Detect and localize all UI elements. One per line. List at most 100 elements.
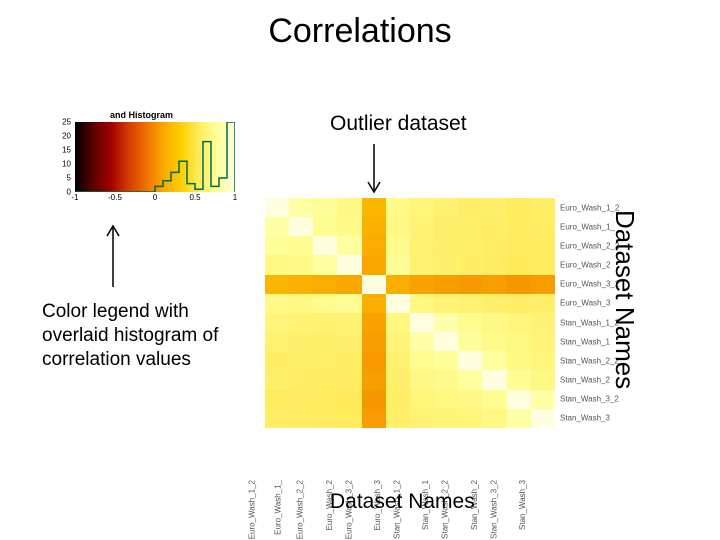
- heatmap-cell: [482, 351, 506, 370]
- legend-x-axis: -1-0.500.51: [75, 193, 235, 207]
- heatmap-cell: [531, 332, 555, 351]
- heatmap-cell: [531, 390, 555, 409]
- legend-ytick: 10: [62, 160, 71, 169]
- heatmap-cell: [458, 351, 482, 370]
- heatmap-cell: [531, 217, 555, 236]
- outlier-arrow: [362, 140, 386, 198]
- legend-ytick: 0: [67, 188, 71, 197]
- heatmap-cell: [434, 294, 458, 313]
- heatmap-cell: [531, 294, 555, 313]
- heatmap-cell: [410, 390, 434, 409]
- heatmap-cell: [531, 198, 555, 217]
- dataset-name-y: Stan_Wash_1: [560, 337, 610, 346]
- heatmap-cell: [313, 351, 337, 370]
- heatmap-cell: [313, 332, 337, 351]
- heatmap-cell: [362, 409, 386, 428]
- heatmap-cell: [265, 370, 289, 389]
- legend-xtick: 0: [153, 193, 157, 202]
- heatmap-cell: [434, 198, 458, 217]
- legend-xtick: -1: [71, 193, 78, 202]
- heatmap-cell: [507, 332, 531, 351]
- heatmap-cell: [531, 370, 555, 389]
- legend-panel: and Histogram 0510152025 -1-0.500.51: [55, 110, 240, 215]
- heatmap-cell: [507, 198, 531, 217]
- heatmap-cell: [507, 236, 531, 255]
- heatmap-cell: [265, 351, 289, 370]
- heatmap-cell: [386, 217, 410, 236]
- dataset-name-y: Euro_Wash_3: [560, 299, 610, 308]
- heatmap-cell: [337, 294, 361, 313]
- legend-ytick: 15: [62, 146, 71, 155]
- heatmap-cell: [482, 198, 506, 217]
- heatmap-cell: [362, 236, 386, 255]
- heatmap-cell: [482, 217, 506, 236]
- heatmap-cell: [265, 275, 289, 294]
- heatmap-cell: [386, 294, 410, 313]
- heatmap-cell: [482, 370, 506, 389]
- dataset-name-x: Euro_Wash_2_2: [296, 480, 305, 539]
- heatmap-cell: [434, 236, 458, 255]
- heatmap-cell: [362, 217, 386, 236]
- heatmap-cell: [337, 217, 361, 236]
- heatmap-cell: [458, 390, 482, 409]
- heatmap-cell: [434, 409, 458, 428]
- heatmap-cell: [337, 351, 361, 370]
- heatmap-cell: [313, 313, 337, 332]
- dataset-name-x: Euro_Wash_1_2: [247, 480, 256, 539]
- heatmap-cell: [337, 198, 361, 217]
- heatmap-cell: [458, 217, 482, 236]
- heatmap-cell: [337, 236, 361, 255]
- heatmap-cell: [337, 370, 361, 389]
- heatmap-cell: [386, 275, 410, 294]
- heatmap-cell: [410, 255, 434, 274]
- heatmap-cell: [313, 198, 337, 217]
- heatmap-cell: [410, 294, 434, 313]
- heatmap-cell: [410, 332, 434, 351]
- heatmap-cell: [458, 198, 482, 217]
- heatmap-cell: [458, 332, 482, 351]
- heatmap-cell: [265, 255, 289, 274]
- heatmap-cell: [458, 255, 482, 274]
- heatmap-cell: [434, 351, 458, 370]
- heatmap-cell: [458, 313, 482, 332]
- heatmap-cell: [507, 370, 531, 389]
- heatmap-cell: [482, 409, 506, 428]
- legend-ytick: 5: [67, 174, 71, 183]
- heatmap-cell: [289, 198, 313, 217]
- heatmap-cell: [507, 275, 531, 294]
- heatmap-cell: [337, 275, 361, 294]
- heatmap-cell: [362, 390, 386, 409]
- heatmap-cell: [265, 409, 289, 428]
- heatmap-cell: [458, 236, 482, 255]
- heatmap: [265, 198, 555, 428]
- heatmap-cell: [313, 217, 337, 236]
- heatmap-cell: [362, 255, 386, 274]
- heatmap-cell: [531, 409, 555, 428]
- heatmap-cell: [386, 370, 410, 389]
- outlier-label: Outlier dataset: [330, 112, 467, 136]
- heatmap-cell: [362, 332, 386, 351]
- heatmap-cell: [507, 409, 531, 428]
- heatmap-cell: [386, 409, 410, 428]
- dataset-name-y: Stan_Wash_3_2: [560, 395, 619, 404]
- heatmap-cell: [458, 294, 482, 313]
- dataset-name-x: Stan_Wash_3_2: [489, 480, 498, 539]
- heatmap-cell: [362, 294, 386, 313]
- heatmap-cell: [337, 409, 361, 428]
- legend-xtick: 0.5: [189, 193, 200, 202]
- heatmap-cell: [386, 332, 410, 351]
- heatmap-cell: [313, 236, 337, 255]
- heatmap-cell: [265, 236, 289, 255]
- legend-gradient: [75, 122, 235, 192]
- heatmap-cell: [507, 351, 531, 370]
- heatmap-cell: [410, 313, 434, 332]
- heatmap-cell: [362, 198, 386, 217]
- heatmap-cell: [289, 409, 313, 428]
- heatmap-cell: [531, 236, 555, 255]
- heatmap-cell: [362, 351, 386, 370]
- heatmap-cell: [289, 313, 313, 332]
- heatmap-cell: [434, 217, 458, 236]
- heatmap-cell: [289, 255, 313, 274]
- heatmap-cell: [289, 351, 313, 370]
- legend-ytick: 25: [62, 118, 71, 127]
